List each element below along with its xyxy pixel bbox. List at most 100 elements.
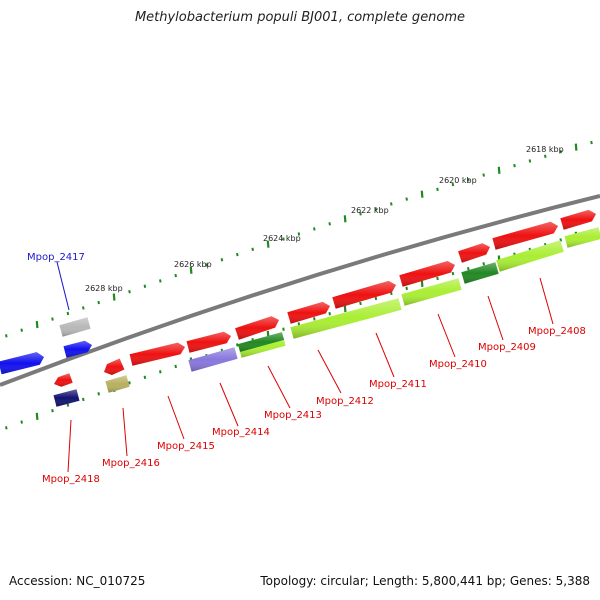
- cds-mpop-2411-shading: [399, 261, 455, 287]
- genome-summary-text: Topology: circular; Length: 5,800,441 bp…: [260, 574, 590, 588]
- cds-green-2410-shading: [461, 262, 499, 284]
- gene-label-mpop-2413: Mpop_2413: [264, 410, 322, 421]
- cds-mpop-2412-shading: [332, 280, 396, 309]
- leader-line-mpop-2416: [122, 407, 128, 457]
- tick-mark: [82, 306, 85, 310]
- tick-mark: [405, 286, 408, 291]
- leader-line-mpop-2408: [539, 277, 554, 325]
- leader-line-mpop-2412: [317, 349, 342, 394]
- tick-mark: [112, 293, 116, 301]
- tick-mark: [574, 143, 578, 151]
- tick-mark: [313, 317, 316, 321]
- tick-mark: [97, 392, 100, 396]
- tick-mark: [359, 212, 362, 216]
- tick-label: 2618 kbp: [526, 145, 564, 154]
- tick-mark: [174, 273, 177, 278]
- tick-mark: [544, 154, 547, 159]
- leader-line-mpop-2415: [167, 395, 185, 440]
- map-title: Methylobacterium populi BJ001, complete …: [134, 10, 466, 25]
- gene-label-mpop-2417: Mpop_2417: [27, 252, 85, 263]
- tick-mark: [20, 420, 23, 424]
- gene-label-mpop-2411: Mpop_2411: [369, 379, 427, 390]
- tick-mark: [51, 408, 54, 413]
- tick-mark: [189, 266, 193, 274]
- tick-mark: [343, 304, 347, 313]
- tick-mark: [297, 232, 301, 236]
- tick-mark: [66, 403, 70, 407]
- cds-lime-2409-shading: [496, 240, 564, 272]
- tick-mark: [35, 412, 39, 420]
- leader-lines: [56, 261, 554, 473]
- tick-mark: [128, 289, 131, 294]
- cds-mpop-2416-shading: [104, 358, 125, 375]
- tick-mark: [359, 301, 362, 306]
- accession-text: Accession: NC_010725: [9, 574, 146, 588]
- tick-mark: [513, 163, 516, 168]
- tick-mark: [328, 311, 331, 316]
- tick-mark: [35, 320, 39, 329]
- tick-mark: [343, 215, 347, 223]
- cds-mpop-2413-shading: [287, 301, 330, 324]
- tick-mark: [313, 227, 316, 231]
- tick-label: 2624 kbp: [263, 234, 301, 243]
- tick-mark: [251, 247, 254, 252]
- leader-line-mpop-2418: [67, 419, 72, 473]
- tick-mark: [559, 150, 562, 154]
- tick-mark: [266, 240, 270, 248]
- gene-label-mpop-2415: Mpop_2415: [157, 441, 215, 452]
- tick-mark: [82, 397, 85, 402]
- tick-label: 2622 kbp: [351, 206, 389, 215]
- tick-mark: [436, 276, 439, 281]
- tick-mark: [236, 252, 239, 257]
- cds-mpop-2409-shading: [492, 221, 558, 250]
- tick-mark: [374, 207, 378, 211]
- tick-mark: [205, 263, 208, 267]
- genome-backbone: [0, 194, 600, 387]
- cds-gray-2417-shading: [59, 317, 91, 337]
- tick-mark: [528, 159, 532, 163]
- tick-label: 2628 kbp: [85, 284, 123, 293]
- cds-lime-2412-shading: [290, 298, 402, 339]
- leader-line-mpop-2417: [56, 261, 70, 311]
- tick-mark: [143, 284, 147, 288]
- leader-line-mpop-2413: [267, 365, 291, 409]
- tick-mark: [497, 166, 501, 174]
- leader-line-mpop-2409: [487, 295, 504, 341]
- cds-lime-2411-shading: [401, 278, 462, 306]
- tick-mark: [467, 178, 470, 182]
- cds-mpop-2410-shading: [458, 243, 490, 263]
- leader-line-mpop-2410: [437, 313, 456, 358]
- tick-mark: [390, 202, 393, 206]
- tick-mark: [20, 328, 23, 332]
- tick-mark: [374, 296, 378, 301]
- leader-line-mpop-2411: [375, 332, 395, 378]
- tick-mark: [220, 258, 224, 262]
- cds-mpop-2418-shading: [54, 373, 73, 387]
- gene-label-mpop-2418: Mpop_2418: [42, 474, 100, 485]
- gene-label-mpop-2409: Mpop_2409: [478, 342, 536, 353]
- tick-mark: [282, 327, 285, 331]
- cds-mpop-2408-shading: [560, 209, 596, 230]
- cds-lime-right-shading: [564, 227, 600, 248]
- gene-label-mpop-2414: Mpop_2414: [212, 427, 270, 438]
- cds-green-2413-shading: [237, 332, 285, 352]
- gene-label-mpop-2408: Mpop_2408: [528, 326, 586, 337]
- tick-mark: [236, 343, 239, 347]
- outer-tick-ring: [5, 140, 593, 338]
- tick-mark: [482, 262, 485, 266]
- gene-label-mpop-2412: Mpop_2412: [316, 396, 374, 407]
- tick-mark: [97, 300, 100, 305]
- tick-mark: [467, 266, 470, 271]
- tick-mark: [174, 364, 177, 369]
- tick-mark: [51, 317, 54, 321]
- tick-mark: [5, 334, 8, 338]
- tick-mark: [328, 222, 331, 226]
- cds-navy-2418-shading: [53, 389, 80, 407]
- tick-mark: [159, 279, 162, 283]
- cds-mpop-2415b-shading: [129, 342, 185, 366]
- tick-mark: [451, 271, 455, 276]
- tick-mark: [143, 375, 147, 379]
- cds-blue-left-shading: [0, 352, 44, 375]
